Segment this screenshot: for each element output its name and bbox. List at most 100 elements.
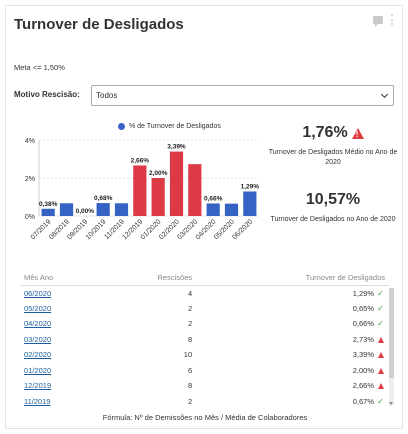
pct-value: 0,66%: [352, 319, 374, 329]
turnover-bar-chart: 0%2%4%0,38%07/201908/20190,00%09/20190,6…: [25, 138, 260, 241]
kpi-total-label: Turnover de Desligados no Ano de 2020: [270, 216, 396, 223]
kpi-average: 1,76% Turnover de Desligados Médio no An…: [268, 124, 398, 168]
data-label: 3,39%: [167, 144, 186, 151]
cell-pct: 2,73%: [196, 332, 389, 348]
cell-pct: 2,66%: [196, 378, 389, 394]
col-header-pct[interactable]: Turnover de Desligados: [196, 271, 389, 286]
bar-04/2020: [206, 203, 220, 216]
legend-label: % de Turnover de Desligados: [129, 123, 221, 130]
col-header-month[interactable]: Mês Ano: [20, 271, 103, 286]
cell-count: 10: [183, 350, 193, 360]
y-tick-label: 2%: [25, 176, 35, 183]
cell-pct: 0,65% ✓: [196, 301, 389, 317]
warning-icon: [376, 381, 385, 390]
legend-dot-icon: [118, 123, 125, 130]
motivo-rescisao-select[interactable]: Todos: [91, 85, 394, 106]
table-header-row: Mês Ano Rescisões Turnover de Desligados: [20, 271, 389, 286]
filter-label: Motivo Rescisão:: [14, 90, 80, 99]
pct-value: 0,67%: [352, 396, 374, 406]
month-link[interactable]: 06/2020: [24, 288, 52, 298]
kpi-total-value: 10,57%: [305, 191, 361, 208]
bar-02/2020: [169, 151, 184, 216]
bar-07/2019: [41, 208, 55, 216]
data-label: 2,00%: [149, 170, 168, 177]
cell-pct: 2,00%: [196, 363, 389, 379]
cell-month: 06/2020: [20, 285, 102, 301]
table-scrollbar[interactable]: [389, 288, 394, 406]
pct-value: 2,00%: [352, 365, 374, 375]
x-tick-label: 06/2020: [231, 218, 254, 241]
data-label: 0,68%: [94, 195, 113, 202]
month-link[interactable]: 04/2020: [24, 319, 52, 329]
y-tick-label: 0%: [25, 214, 35, 221]
cell-month: 05/2020: [20, 301, 102, 317]
check-icon: ✓: [377, 303, 384, 313]
cell-pct: 3,39%: [196, 347, 389, 363]
pct-value: 1,29%: [352, 288, 374, 298]
cell-pct: 1,29% ✓: [196, 285, 389, 301]
table-row: 02/2020 10 3,39%: [20, 347, 389, 363]
bar-11/2019: [114, 203, 129, 216]
cell-month: 02/2020: [20, 347, 102, 363]
month-link[interactable]: 01/2020: [24, 365, 52, 375]
scroll-thumb[interactable]: [389, 288, 394, 378]
table-row: 06/2020 4 1,29% ✓: [20, 285, 389, 301]
bar-08/2019: [59, 203, 74, 216]
bar-06/2020: [243, 191, 257, 216]
cell-pct: 0,67% ✓: [196, 394, 389, 410]
bar-01/2020: [151, 178, 165, 216]
month-link[interactable]: 05/2020: [24, 303, 52, 313]
comment-icon[interactable]: [373, 15, 383, 27]
meta-text: Meta <= 1,50%: [14, 63, 65, 72]
month-link[interactable]: 11/2019: [24, 396, 51, 406]
table-row: 05/2020 2 0,65% ✓: [20, 301, 389, 317]
cell-month: 03/2020: [20, 332, 102, 348]
turnover-table: Mês Ano Rescisões Turnover de Desligados…: [20, 271, 389, 409]
scroll-down-arrow-icon[interactable]: [389, 402, 393, 405]
data-label: 1,29%: [241, 183, 260, 190]
cell-count: 8: [187, 334, 193, 344]
warning-icon: [376, 366, 385, 375]
y-tick-label: 4%: [25, 138, 35, 145]
cell-count: 2: [187, 319, 193, 329]
table-row: 01/2020 6 2,00%: [20, 363, 389, 379]
bar-03/2020: [188, 164, 202, 216]
table-row: 03/2020 8 2,73%: [20, 332, 389, 348]
pct-value: 3,39%: [352, 350, 374, 360]
warning-icon: [376, 350, 385, 359]
month-link[interactable]: 02/2020: [24, 350, 52, 360]
bar-10/2019: [96, 203, 110, 216]
cell-month: 01/2020: [20, 363, 102, 379]
kpi-total: 10,57% Turnover de Desligados no Ano de …: [268, 191, 398, 225]
kebab-menu-icon[interactable]: [391, 14, 394, 25]
cell-pct: 0,66% ✓: [196, 316, 389, 332]
warning-icon: [376, 335, 385, 344]
cell-month: 12/2019: [20, 378, 102, 394]
col-header-count[interactable]: Rescisões: [102, 271, 197, 286]
month-link[interactable]: 03/2020: [24, 334, 52, 344]
cell-count: 2: [187, 396, 193, 406]
pct-value: 2,73%: [352, 334, 374, 344]
bar-12/2019: [133, 165, 147, 216]
cell-month: 04/2020: [20, 316, 102, 332]
pct-value: 0,65%: [352, 303, 374, 313]
warning-icon: [351, 127, 364, 139]
data-label: 0,38%: [39, 201, 58, 208]
cell-month: 11/2019: [20, 394, 102, 410]
select-value: Todos: [96, 91, 118, 100]
widget-title: Turnover de Desligados: [14, 16, 184, 33]
table-row: 04/2020 2 0,66% ✓: [20, 316, 389, 332]
formula-footer: Fórmula: Nº de Demissões no Mês / Média …: [102, 413, 308, 422]
cell-count: 2: [187, 303, 193, 313]
chart-legend[interactable]: % de Turnover de Desligados: [118, 123, 221, 130]
check-icon: ✓: [377, 319, 384, 329]
cell-count: 6: [187, 365, 193, 375]
table-row: 12/2019 8 2,66%: [20, 378, 389, 394]
data-label: 0,00%: [76, 208, 95, 215]
bar-05/2020: [224, 203, 239, 216]
chevron-down-icon: [380, 90, 389, 99]
month-link[interactable]: 12/2019: [24, 381, 52, 391]
data-label: 2,66%: [131, 157, 150, 164]
data-label: 0,66%: [204, 195, 223, 202]
turnover-widget: Turnover de Desligados Meta <= 1,50% Mot…: [5, 5, 403, 429]
